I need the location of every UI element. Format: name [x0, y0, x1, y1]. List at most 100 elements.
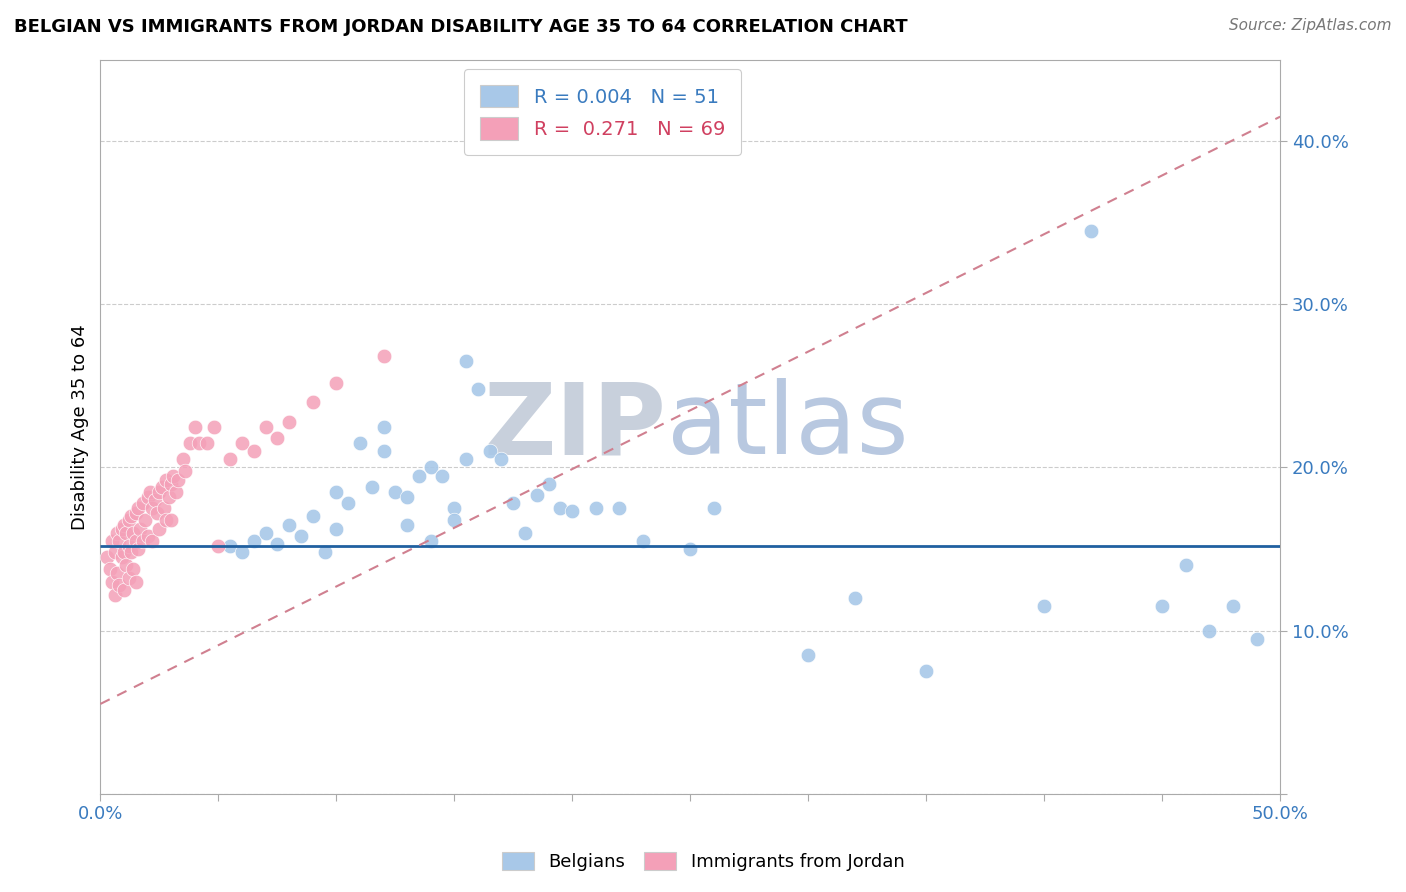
Point — [112, 582, 135, 597]
Legend: R = 0.004   N = 51, R =  0.271   N = 69: R = 0.004 N = 51, R = 0.271 N = 69 — [464, 70, 741, 155]
Point — [609, 501, 631, 516]
Point — [467, 382, 489, 396]
Point — [502, 496, 524, 510]
Point — [120, 509, 142, 524]
Point — [132, 533, 155, 548]
Point — [703, 501, 725, 516]
Point — [278, 415, 301, 429]
Point — [143, 493, 166, 508]
Point — [526, 488, 548, 502]
Point — [266, 431, 288, 445]
Point — [155, 474, 177, 488]
Point — [101, 533, 124, 548]
Point — [146, 506, 169, 520]
Point — [160, 476, 183, 491]
Point — [219, 452, 242, 467]
Point — [325, 376, 347, 390]
Point — [118, 571, 141, 585]
Point — [139, 484, 162, 499]
Point — [1198, 624, 1220, 638]
Point — [290, 529, 312, 543]
Point — [105, 525, 128, 540]
Point — [454, 452, 477, 467]
Point — [1152, 599, 1174, 613]
Point — [184, 419, 207, 434]
Point — [301, 509, 323, 524]
Point — [325, 484, 347, 499]
Point — [396, 517, 419, 532]
Point — [96, 550, 118, 565]
Point — [384, 484, 406, 499]
Point — [179, 436, 201, 450]
Point — [1246, 632, 1268, 646]
Point — [219, 539, 242, 553]
Point — [242, 533, 264, 548]
Legend: Belgians, Immigrants from Jordan: Belgians, Immigrants from Jordan — [495, 845, 911, 879]
Point — [349, 436, 371, 450]
Point — [172, 452, 194, 467]
Point — [127, 541, 149, 556]
Point — [915, 665, 938, 679]
Point — [132, 496, 155, 510]
Point — [207, 539, 229, 553]
Point — [153, 501, 176, 516]
Point — [148, 484, 170, 499]
Point — [125, 506, 148, 520]
Point — [537, 476, 560, 491]
Point — [174, 464, 197, 478]
Point — [108, 578, 131, 592]
Point — [101, 574, 124, 589]
Text: ZIP: ZIP — [484, 378, 666, 475]
Point — [155, 513, 177, 527]
Text: Source: ZipAtlas.com: Source: ZipAtlas.com — [1229, 18, 1392, 33]
Point — [136, 529, 159, 543]
Point — [118, 513, 141, 527]
Point — [844, 591, 866, 605]
Point — [98, 561, 121, 575]
Point — [122, 561, 145, 575]
Point — [202, 419, 225, 434]
Point — [419, 460, 441, 475]
Point — [360, 480, 382, 494]
Point — [561, 504, 583, 518]
Point — [491, 452, 513, 467]
Point — [1174, 558, 1197, 573]
Point — [1033, 599, 1056, 613]
Point — [110, 523, 132, 537]
Point — [160, 513, 183, 527]
Point — [136, 490, 159, 504]
Point — [278, 517, 301, 532]
Point — [108, 533, 131, 548]
Point — [419, 533, 441, 548]
Point — [513, 525, 536, 540]
Point — [454, 354, 477, 368]
Point — [110, 550, 132, 565]
Point — [103, 588, 125, 602]
Point — [585, 501, 607, 516]
Point — [797, 648, 820, 662]
Point — [254, 525, 277, 540]
Point — [141, 501, 163, 516]
Point — [301, 395, 323, 409]
Point — [550, 501, 572, 516]
Point — [195, 436, 218, 450]
Point — [115, 558, 138, 573]
Point — [122, 525, 145, 540]
Point — [231, 436, 253, 450]
Point — [408, 468, 430, 483]
Point — [125, 574, 148, 589]
Point — [373, 419, 395, 434]
Point — [103, 545, 125, 559]
Point — [120, 545, 142, 559]
Point — [443, 513, 465, 527]
Point — [254, 419, 277, 434]
Point — [631, 533, 654, 548]
Point — [443, 501, 465, 516]
Point — [1080, 224, 1102, 238]
Point — [231, 545, 253, 559]
Point — [373, 444, 395, 458]
Text: BELGIAN VS IMMIGRANTS FROM JORDAN DISABILITY AGE 35 TO 64 CORRELATION CHART: BELGIAN VS IMMIGRANTS FROM JORDAN DISABI… — [14, 18, 908, 36]
Point — [118, 539, 141, 553]
Point — [167, 474, 190, 488]
Point — [105, 566, 128, 581]
